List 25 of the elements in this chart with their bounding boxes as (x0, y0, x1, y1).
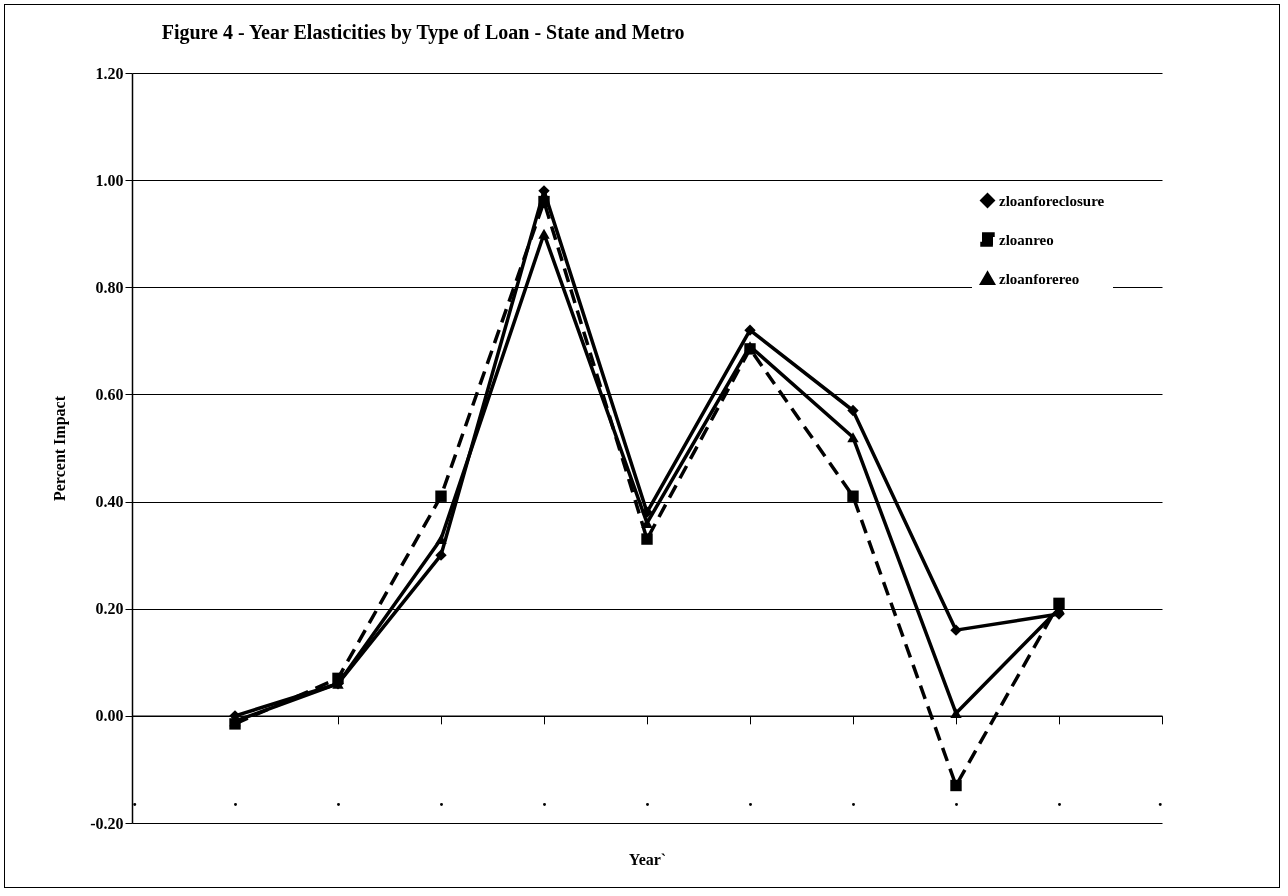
legend-label: zloanforeclosure (999, 192, 1105, 209)
y-tick-label: 1.00 (95, 171, 124, 189)
x-tick-label: . (1057, 790, 1062, 811)
x-tick-label: . (851, 790, 856, 811)
legend-label: zloanreo (999, 231, 1054, 248)
x-tick-label: . (233, 790, 238, 811)
chart-title: Figure 4 - Year Elasticities by Type of Loan - State and Metro (161, 21, 685, 44)
x-tick-label: . (954, 790, 959, 811)
legend-label: zloanforereo (999, 270, 1080, 287)
x-tick-label: . (542, 790, 547, 811)
y-tick-label: 0.40 (95, 493, 124, 511)
x-tick-label: . (1158, 790, 1163, 811)
x-tick-label: . (439, 790, 444, 811)
x-tick-label: . (645, 790, 650, 811)
x-axis-title: Year` (628, 850, 667, 868)
x-tick-label: . (748, 790, 753, 811)
y-tick-label: 0.80 (95, 278, 124, 296)
y-tick-label: -0.20 (90, 814, 124, 832)
y-tick-label: 0.60 (95, 385, 124, 403)
y-tick-label: 0.20 (95, 600, 124, 618)
y-tick-label: 1.20 (95, 64, 124, 82)
x-tick-label: . (336, 790, 341, 811)
y-axis-title: Percent Impact (51, 395, 70, 501)
y-tick-label: 0.00 (95, 707, 124, 725)
x-tick-label: . (132, 790, 137, 811)
